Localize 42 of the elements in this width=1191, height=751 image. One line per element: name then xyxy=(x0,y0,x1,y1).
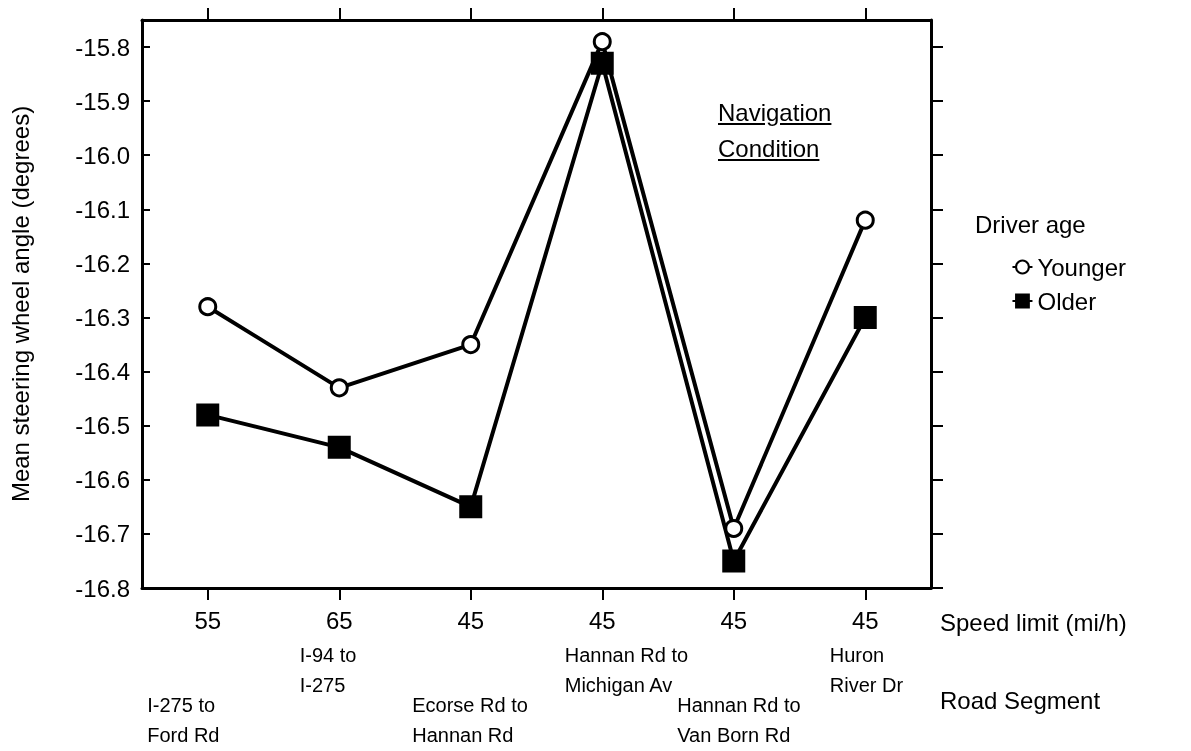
x-tick-label: 45 xyxy=(588,606,616,634)
y-tick-label: -16.4 xyxy=(75,358,130,386)
y-tick-label: -16.7 xyxy=(75,520,130,548)
x-tick-label: 45 xyxy=(851,606,879,634)
point xyxy=(590,51,614,75)
text: I-275 to Ford Rd xyxy=(147,694,220,746)
x-axis-title: Speed limit (mi/h) xyxy=(940,608,1127,636)
y-tick-label: -15.8 xyxy=(75,33,130,61)
x-tick-label: 55 xyxy=(194,606,222,634)
y-tick-label: -16.6 xyxy=(75,466,130,494)
point xyxy=(855,210,875,230)
x-tick-label: 45 xyxy=(457,606,485,634)
x-tick-label: 45 xyxy=(720,606,748,634)
y-tick-label: -16.2 xyxy=(75,249,130,277)
point xyxy=(198,297,218,317)
point xyxy=(853,306,877,330)
y-tick-label: -16.3 xyxy=(75,304,130,332)
point xyxy=(592,32,612,52)
y-axis-title: Mean steering wheel angle (degrees) xyxy=(6,105,34,503)
point xyxy=(327,435,351,459)
text: Road Segment xyxy=(940,686,1101,714)
point xyxy=(196,403,220,427)
point xyxy=(459,495,483,519)
legend-title: Driver age xyxy=(975,210,1086,238)
annotation: Navigation Condition xyxy=(718,98,833,164)
legend-label: Younger xyxy=(1037,253,1127,281)
x-tick-label: 65 xyxy=(325,606,353,634)
text: Ecorse Rd to Hannan Rd xyxy=(412,694,528,746)
y-tick-label: -16.0 xyxy=(75,141,130,169)
legend-label: Older xyxy=(1037,287,1097,315)
y-tick-label: -16.5 xyxy=(75,412,130,440)
text: Hannan Rd to Michigan Av xyxy=(564,644,689,696)
y-tick-label: -16.8 xyxy=(75,574,130,602)
y-tick-label: -15.9 xyxy=(75,87,130,115)
y-tick-label: -16.1 xyxy=(75,195,130,223)
point xyxy=(724,519,744,538)
text: I-94 to I-275 xyxy=(299,644,357,696)
point xyxy=(722,549,746,573)
point xyxy=(461,335,481,355)
point xyxy=(329,378,349,398)
text: Huron River Dr xyxy=(829,644,904,696)
text: Hannan Rd to Van Born Rd xyxy=(677,694,801,746)
